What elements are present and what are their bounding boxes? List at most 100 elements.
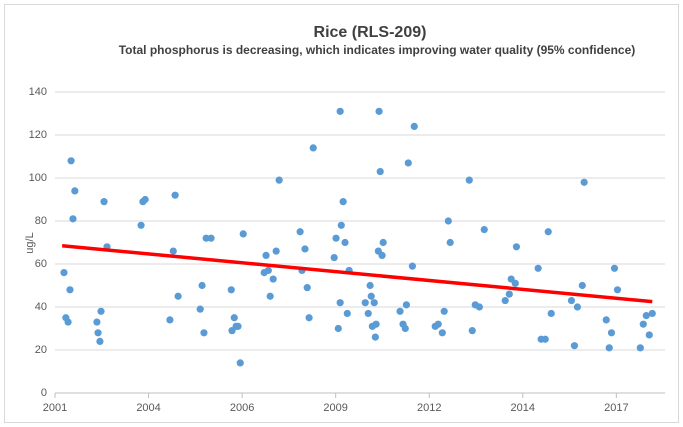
y-tick-label: 120 — [29, 129, 47, 141]
point — [334, 324, 342, 333]
point — [505, 290, 513, 298]
point — [169, 247, 177, 255]
point — [434, 320, 442, 328]
point — [402, 301, 411, 309]
point — [71, 187, 79, 195]
point — [404, 159, 412, 167]
point — [266, 292, 274, 300]
point — [264, 266, 272, 275]
y-tick-label: 20 — [35, 344, 47, 356]
chart-subtitle: Total phosphorus is decreasing, which in… — [119, 43, 636, 57]
point — [339, 198, 347, 206]
y-tick-label: 40 — [35, 301, 47, 313]
trend-line — [61, 243, 653, 304]
point — [440, 307, 448, 315]
x-tick-label: 2014 — [511, 402, 535, 414]
point — [636, 344, 644, 352]
point — [375, 107, 383, 115]
point — [200, 329, 208, 337]
point — [401, 324, 409, 333]
point — [262, 251, 270, 259]
point — [137, 221, 145, 229]
x-tick-label: 2012 — [417, 402, 441, 414]
point — [475, 303, 483, 311]
point — [64, 318, 72, 326]
y-tick-label: 60 — [35, 258, 47, 270]
point — [534, 264, 542, 272]
point — [648, 309, 656, 318]
point — [196, 305, 204, 313]
chart-title: Rice (RLS-209) — [314, 24, 427, 41]
point — [332, 234, 340, 242]
point — [639, 320, 647, 328]
point — [174, 292, 182, 300]
point — [341, 238, 349, 247]
point — [236, 359, 244, 367]
point — [541, 335, 549, 343]
point — [198, 281, 206, 290]
x-tick-label: 2001 — [43, 402, 67, 414]
point — [570, 342, 579, 350]
point — [93, 318, 101, 326]
point — [446, 238, 454, 247]
point — [166, 316, 174, 324]
point — [337, 221, 345, 229]
point — [361, 299, 369, 307]
point — [511, 279, 519, 287]
x-tick-label: 2017 — [604, 402, 628, 414]
point — [275, 176, 283, 184]
point — [573, 303, 582, 311]
point — [207, 234, 215, 242]
point — [272, 247, 280, 255]
point — [376, 167, 384, 176]
chart-frame — [4, 4, 679, 423]
point — [610, 264, 619, 272]
point — [370, 299, 378, 307]
point — [96, 337, 104, 345]
point — [567, 296, 576, 305]
point — [364, 309, 372, 318]
point — [410, 122, 418, 130]
point — [367, 292, 375, 300]
x-tick-label: 2004 — [136, 402, 160, 414]
point — [269, 275, 277, 283]
point — [230, 314, 238, 322]
point — [141, 195, 149, 204]
y-tick-label: 140 — [29, 86, 47, 98]
point — [372, 320, 380, 328]
point — [512, 243, 521, 251]
point — [547, 309, 555, 318]
y-tick-label: 100 — [29, 172, 47, 184]
point — [336, 299, 344, 307]
point — [642, 312, 650, 320]
x-tick-label: 2006 — [230, 402, 254, 414]
point — [97, 307, 105, 315]
point — [69, 215, 77, 223]
point — [607, 329, 616, 337]
x-tick-label: 2009 — [323, 402, 347, 414]
point — [171, 191, 179, 199]
point — [301, 245, 309, 253]
point — [438, 329, 446, 337]
point — [480, 226, 488, 234]
point — [371, 333, 379, 341]
point — [100, 198, 108, 206]
point — [305, 314, 313, 322]
point — [578, 281, 586, 290]
point — [303, 284, 311, 292]
point — [239, 230, 247, 238]
point — [602, 316, 610, 324]
point — [67, 157, 75, 165]
point — [60, 269, 68, 277]
point — [366, 281, 374, 290]
point — [501, 296, 509, 305]
point — [94, 329, 102, 337]
point — [379, 238, 387, 247]
point — [227, 286, 235, 294]
y-axis-label: ug/L — [24, 232, 36, 253]
point — [66, 286, 74, 294]
point — [613, 286, 622, 294]
point — [336, 107, 344, 115]
point — [544, 228, 552, 236]
